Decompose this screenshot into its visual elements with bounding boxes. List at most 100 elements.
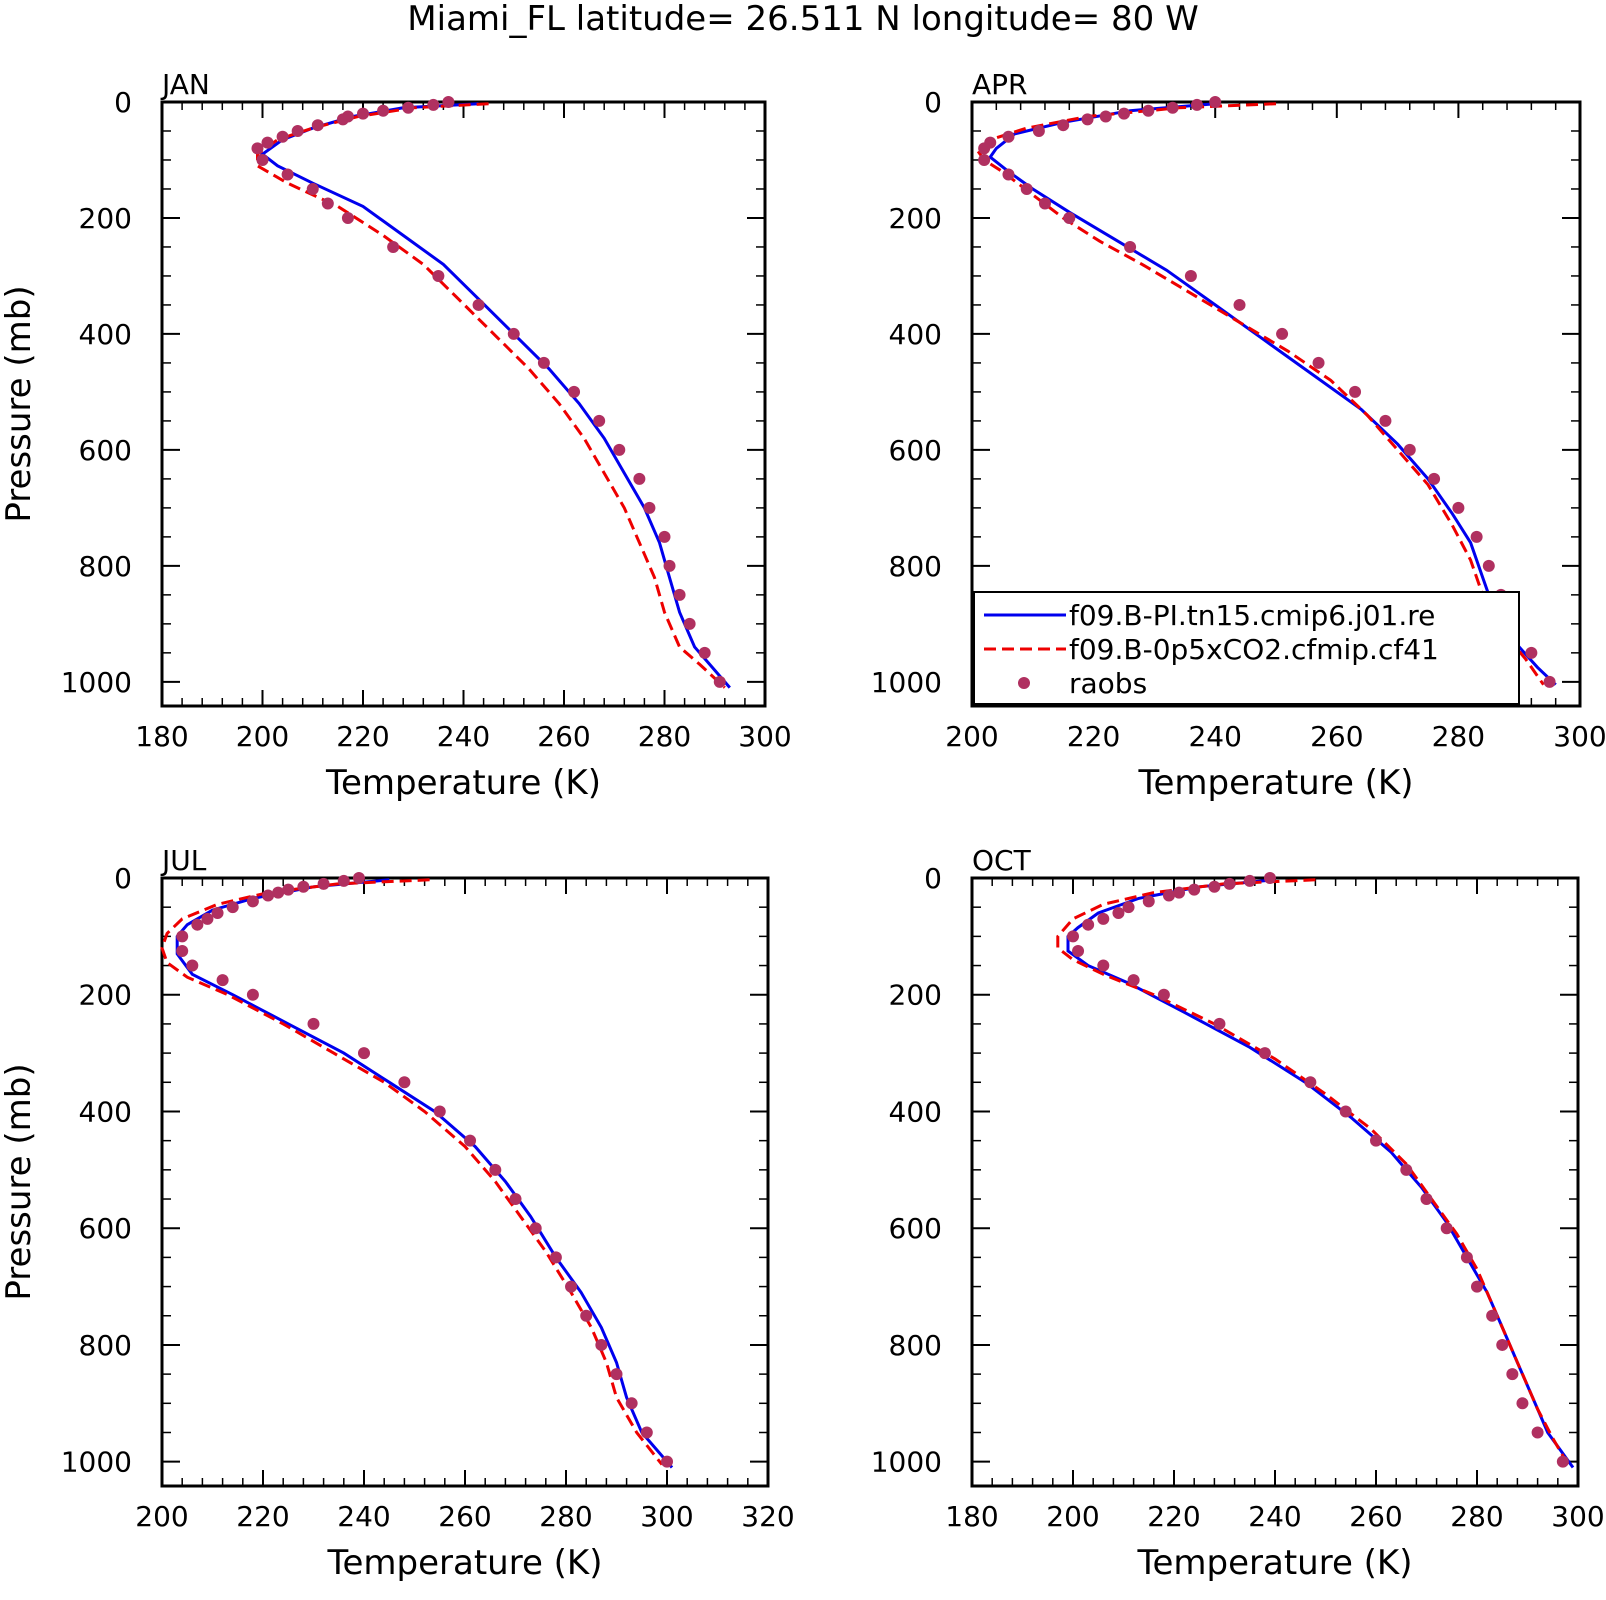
raobs-point — [663, 559, 676, 572]
raobs-point — [398, 1076, 411, 1089]
raobs-point — [1243, 874, 1256, 887]
raobs-point — [433, 1105, 446, 1118]
raobs-point — [186, 959, 199, 972]
y-tick-label: 800 — [79, 550, 132, 583]
raobs-point — [1496, 1338, 1509, 1351]
raobs-point — [1112, 907, 1125, 920]
x-tick-label: 280 — [539, 1500, 592, 1533]
x-axis-label: Temperature (K) — [1137, 763, 1413, 803]
raobs-point — [1209, 96, 1222, 108]
raobs-point — [1081, 113, 1094, 126]
x-tick-label: 260 — [1310, 720, 1363, 753]
raobs-point — [625, 1397, 638, 1410]
raobs-point — [1057, 119, 1070, 132]
x-axis-label: Temperature (K) — [1136, 1543, 1412, 1583]
x-tick-label: 280 — [638, 720, 691, 753]
raobs-point — [549, 1251, 562, 1264]
raobs-point — [489, 1163, 502, 1176]
raobs-point — [1460, 1251, 1473, 1264]
raobs-point — [978, 142, 991, 155]
raobs-point — [1127, 974, 1140, 987]
raobs-point — [1142, 104, 1155, 117]
panels: JAN 180 200 220 240 260 280 300 0 200 400 600 800 100… — [0, 68, 1606, 1583]
x-axis-label: Temperature (K) — [326, 1543, 602, 1583]
raobs-point — [201, 912, 214, 925]
x-tick-label: 300 — [640, 1500, 693, 1533]
raobs-point — [1506, 1368, 1519, 1381]
raobs-point — [1166, 101, 1179, 114]
raobs-point — [568, 385, 581, 398]
raobs-point — [1099, 110, 1112, 123]
raobs-point — [442, 96, 455, 108]
raobs-point — [402, 101, 415, 114]
series-line-0p5xco2 — [160, 878, 664, 1466]
raobs-point — [1420, 1193, 1433, 1206]
raobs-point — [1223, 877, 1236, 890]
raobs-point — [1020, 182, 1033, 195]
y-tick-label: 400 — [79, 1095, 132, 1128]
raobs-point — [509, 1193, 522, 1206]
x-tick-label: 200 — [135, 1500, 188, 1533]
raobs-point — [432, 269, 445, 282]
y-tick-label: 800 — [889, 550, 942, 583]
raobs-point — [1263, 872, 1276, 884]
x-tick-label: 280 — [1450, 1500, 1503, 1533]
x-tick-label: 240 — [1248, 1500, 1301, 1533]
y-tick-label: 600 — [889, 1212, 942, 1245]
y-tick-label: 400 — [889, 1095, 942, 1128]
raobs-point — [1122, 901, 1135, 914]
raobs-point — [357, 107, 369, 120]
raobs-point — [176, 944, 189, 957]
x-tick-label: 260 — [438, 1500, 491, 1533]
y-axis-label: Pressure (mb) — [0, 285, 39, 522]
raobs-point — [673, 588, 686, 601]
raobs-point — [191, 918, 204, 931]
raobs-point — [272, 886, 285, 899]
raobs-point — [176, 930, 189, 943]
raobs-point — [1482, 559, 1495, 572]
raobs-point — [1213, 1017, 1226, 1030]
raobs-point — [565, 1280, 578, 1293]
raobs-point — [1142, 895, 1155, 908]
raobs-point — [1471, 1280, 1483, 1293]
raobs-point — [529, 1222, 542, 1235]
raobs-point — [658, 530, 671, 543]
raobs-point — [593, 414, 606, 427]
raobs-point — [341, 211, 354, 224]
x-tick-label: 280 — [1432, 720, 1485, 753]
panel-jul: JUL 200 220 240 260 280 300 320 0 200 400 600 800 100… — [0, 844, 795, 1583]
raobs-point — [1304, 1076, 1317, 1089]
x-tick-label: 200 — [236, 720, 289, 753]
raobs-point — [282, 883, 295, 896]
raobs-point — [595, 1338, 608, 1351]
raobs-point — [358, 1047, 370, 1060]
raobs-point — [317, 877, 330, 890]
y-tick-label: 200 — [79, 202, 132, 235]
raobs-point — [276, 130, 289, 143]
y-axis-label: Pressure (mb) — [0, 1063, 39, 1300]
raobs-point — [661, 1455, 673, 1468]
raobs-point — [1452, 501, 1465, 514]
raobs-point — [1157, 988, 1170, 1001]
raobs-point — [1162, 889, 1175, 902]
raobs-point — [507, 327, 520, 340]
raobs-point — [1339, 1105, 1352, 1118]
y-tick-label: 1000 — [871, 1446, 942, 1479]
y-tick-label: 200 — [889, 202, 942, 235]
raobs-point — [251, 142, 264, 155]
raobs-point — [1400, 1163, 1413, 1176]
y-tick-label: 800 — [889, 1329, 942, 1362]
x-tick-label: 300 — [1551, 1500, 1604, 1533]
raobs-point — [1067, 930, 1079, 943]
raobs-point — [281, 168, 294, 181]
panel-jan: JAN 180 200 220 240 260 280 300 0 200 400 600 800 100… — [0, 68, 792, 803]
x-tick-label: 240 — [1188, 720, 1241, 753]
raobs-point — [1184, 269, 1197, 282]
y-tick-label: 1000 — [871, 666, 942, 699]
y-tick-label: 600 — [79, 434, 132, 467]
raobs-point — [1097, 959, 1110, 972]
y-tick-label: 400 — [79, 318, 132, 351]
x-tick-label: 300 — [738, 720, 791, 753]
raobs-point — [1349, 385, 1362, 398]
